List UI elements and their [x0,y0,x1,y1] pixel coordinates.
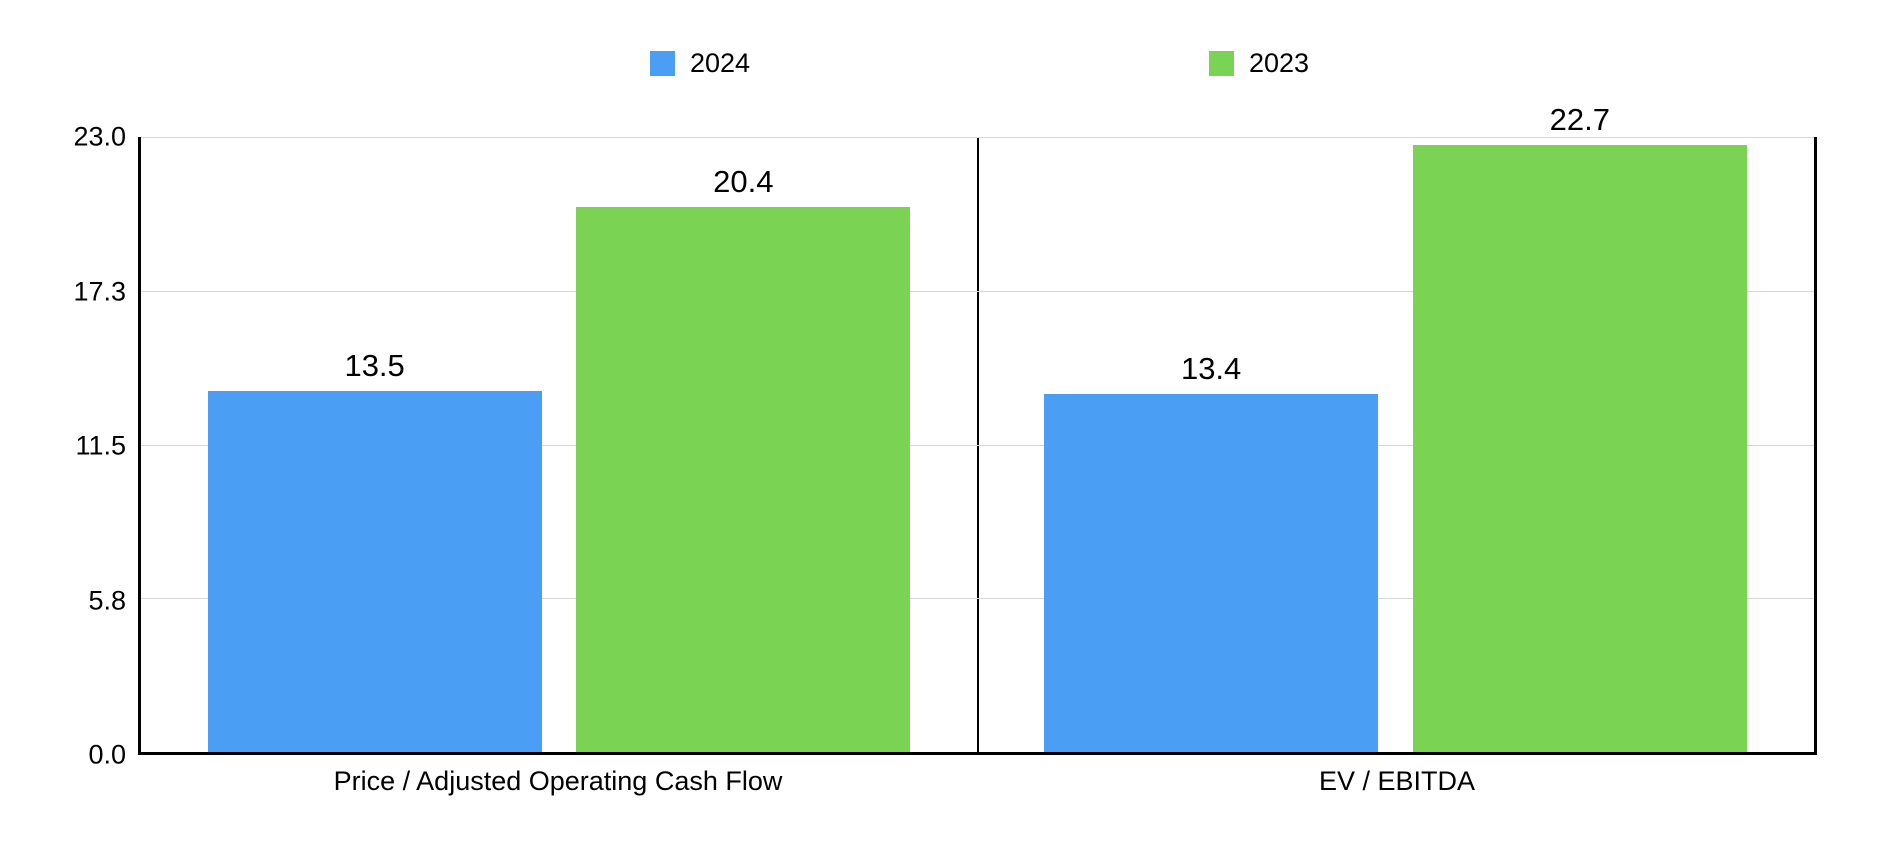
bar-2023-ev-ebitda[interactable] [1412,145,1747,752]
bar-2024-pocf[interactable] [207,391,542,752]
gridline [141,137,1814,138]
legend-label-2024: 2024 [690,48,751,78]
y-tick-label: 23.0 [73,121,126,152]
bar-value-label: 20.4 [713,163,774,199]
y-tick-label: 0.0 [88,739,126,770]
y-axis-labels: 23.0 17.3 11.5 5.8 0.0 [0,122,126,770]
x-axis-label-ev-ebitda: EV / EBITDA [1318,766,1476,796]
legend-item-2024[interactable]: 2024 [650,48,751,78]
bar-value-label: 13.4 [1180,350,1242,386]
gridline [141,444,1814,446]
legend-swatch-2024-icon [650,50,675,76]
bar-2023-pocf[interactable] [576,206,911,752]
y-tick-label: 11.5 [75,430,126,461]
gridline [141,598,1814,600]
legend-label-2023: 2023 [1249,48,1310,78]
bar-2024-ev-ebitda[interactable] [1044,393,1378,752]
x-axis-label-price-adjusted-operating-cash-flow: Price / Adjusted Operating Cash Flow [333,766,783,796]
gridline [141,290,1814,292]
bar-value-label: 13.5 [344,348,405,384]
plot-area: 13.5 20.4 13.4 22.7 [138,104,1817,755]
category-panel: 13.5 20.4 [141,137,978,752]
y-tick-label: 5.8 [88,585,126,615]
legend-item-2023[interactable]: 2023 [1209,48,1310,78]
legend-swatch-2023-icon [1209,50,1234,76]
bar-value-label: 22.7 [1549,102,1610,138]
y-tick-label: 17.3 [73,276,126,306]
category-panel: 13.4 22.7 [978,104,1815,752]
